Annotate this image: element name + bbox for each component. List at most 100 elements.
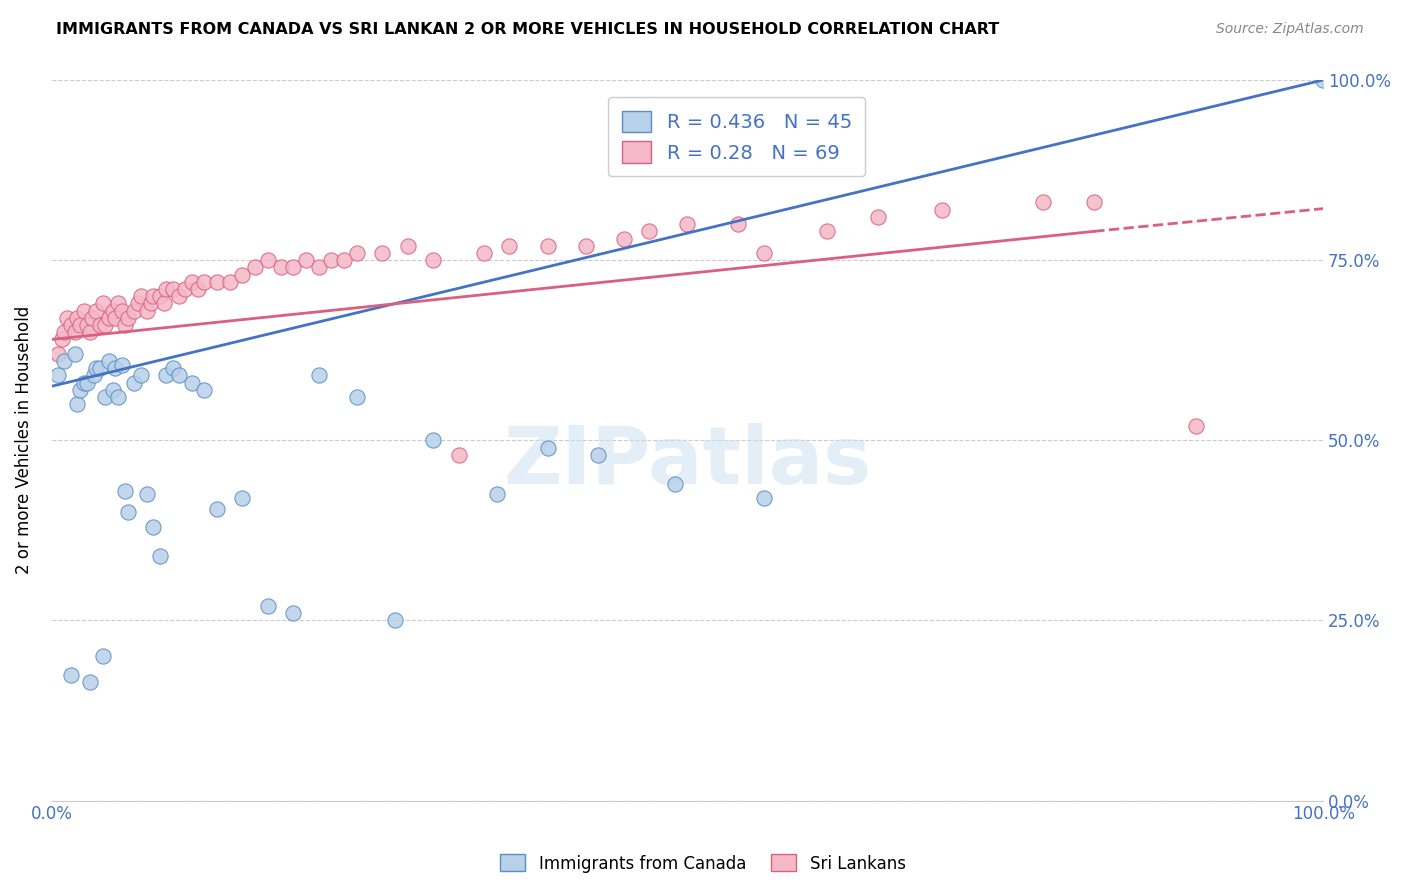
- Point: [815, 224, 838, 238]
- Point: [193, 383, 215, 397]
- Point: [149, 549, 172, 563]
- Point: [46, 347, 69, 361]
- Point: [97, 354, 120, 368]
- Point: [76, 318, 98, 332]
- Legend: R = 0.436   N = 45, R = 0.28   N = 69: R = 0.436 N = 45, R = 0.28 N = 69: [609, 97, 865, 177]
- Point: [63, 325, 86, 339]
- Point: [79, 325, 101, 339]
- Point: [321, 253, 343, 268]
- Point: [1032, 195, 1054, 210]
- Point: [114, 318, 136, 332]
- Point: [346, 390, 368, 404]
- Point: [167, 289, 190, 303]
- Point: [72, 376, 94, 390]
- Point: [931, 202, 953, 217]
- Point: [51, 333, 73, 347]
- Point: [187, 282, 209, 296]
- Point: [84, 303, 107, 318]
- Point: [59, 318, 82, 332]
- Point: [59, 667, 82, 681]
- Point: [205, 275, 228, 289]
- Point: [89, 361, 111, 376]
- Point: [243, 260, 266, 275]
- Point: [111, 358, 134, 372]
- Point: [752, 491, 775, 505]
- Point: [162, 282, 184, 296]
- Point: [104, 361, 127, 376]
- Point: [162, 361, 184, 376]
- Point: [180, 275, 202, 289]
- Point: [136, 487, 159, 501]
- Point: [139, 296, 162, 310]
- Point: [111, 303, 134, 318]
- Point: [333, 253, 356, 268]
- Point: [180, 376, 202, 390]
- Point: [129, 368, 152, 383]
- Point: [575, 238, 598, 252]
- Point: [107, 390, 129, 404]
- Point: [536, 238, 558, 252]
- Point: [384, 614, 406, 628]
- Point: [231, 268, 253, 282]
- Point: [613, 231, 636, 245]
- Point: [422, 253, 444, 268]
- Point: [1312, 73, 1334, 87]
- Point: [142, 289, 165, 303]
- Point: [536, 441, 558, 455]
- Text: Source: ZipAtlas.com: Source: ZipAtlas.com: [1216, 22, 1364, 37]
- Point: [485, 487, 508, 501]
- Point: [422, 434, 444, 448]
- Point: [638, 224, 661, 238]
- Point: [193, 275, 215, 289]
- Point: [295, 253, 318, 268]
- Point: [664, 476, 686, 491]
- Point: [66, 310, 89, 325]
- Point: [56, 310, 79, 325]
- Point: [1083, 195, 1105, 210]
- Point: [136, 303, 159, 318]
- Point: [371, 246, 394, 260]
- Point: [91, 296, 114, 310]
- Point: [149, 289, 172, 303]
- Point: [231, 491, 253, 505]
- Point: [53, 354, 76, 368]
- Point: [676, 217, 699, 231]
- Point: [101, 303, 124, 318]
- Point: [84, 361, 107, 376]
- Point: [107, 296, 129, 310]
- Point: [89, 318, 111, 332]
- Point: [94, 318, 117, 332]
- Point: [117, 505, 139, 519]
- Point: [53, 325, 76, 339]
- Point: [46, 368, 69, 383]
- Legend: Immigrants from Canada, Sri Lankans: Immigrants from Canada, Sri Lankans: [494, 847, 912, 880]
- Text: IMMIGRANTS FROM CANADA VS SRI LANKAN 2 OR MORE VEHICLES IN HOUSEHOLD CORRELATION: IMMIGRANTS FROM CANADA VS SRI LANKAN 2 O…: [56, 22, 1000, 37]
- Y-axis label: 2 or more Vehicles in Household: 2 or more Vehicles in Household: [15, 306, 32, 574]
- Point: [83, 368, 105, 383]
- Point: [155, 282, 177, 296]
- Point: [114, 483, 136, 498]
- Point: [104, 310, 127, 325]
- Point: [91, 649, 114, 664]
- Point: [727, 217, 749, 231]
- Point: [447, 448, 470, 462]
- Point: [257, 599, 280, 613]
- Point: [174, 282, 197, 296]
- Point: [124, 376, 146, 390]
- Text: ZIPatlas: ZIPatlas: [503, 423, 872, 501]
- Point: [283, 260, 305, 275]
- Point: [270, 260, 292, 275]
- Point: [218, 275, 240, 289]
- Point: [69, 318, 91, 332]
- Point: [155, 368, 177, 383]
- Point: [82, 310, 104, 325]
- Point: [72, 303, 94, 318]
- Point: [117, 310, 139, 325]
- Point: [152, 296, 174, 310]
- Point: [472, 246, 495, 260]
- Point: [76, 376, 98, 390]
- Point: [101, 383, 124, 397]
- Point: [124, 303, 146, 318]
- Point: [79, 674, 101, 689]
- Point: [205, 501, 228, 516]
